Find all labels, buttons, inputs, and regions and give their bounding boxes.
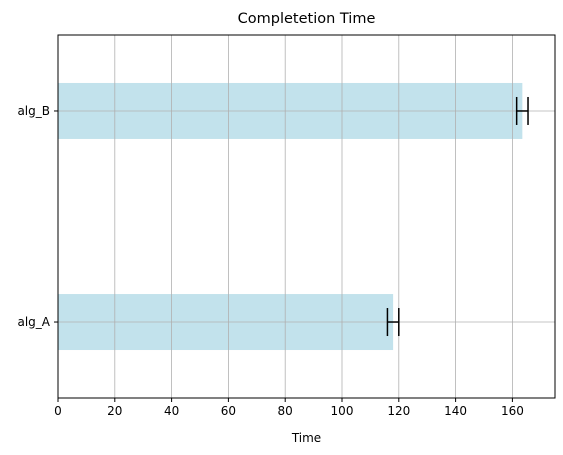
- bars: [58, 82, 523, 351]
- error-bars: [386, 96, 529, 337]
- grid: [57, 35, 555, 398]
- x-tick-label: 120: [387, 404, 410, 418]
- x-tick-label: 40: [164, 404, 179, 418]
- plot-frame: [57, 34, 556, 399]
- y-axis: alg_A alg_B: [17, 104, 58, 329]
- y-tick-label: alg_B: [17, 104, 50, 118]
- x-axis-label: Time: [291, 431, 321, 445]
- x-tick-label: 140: [444, 404, 467, 418]
- chart-title: Completetion Time: [238, 11, 376, 27]
- x-tick-label: 20: [107, 404, 122, 418]
- x-tick-label: 60: [221, 404, 236, 418]
- y-tick-label: alg_A: [17, 315, 50, 329]
- x-tick-label: 160: [501, 404, 524, 418]
- x-tick-label: 100: [331, 404, 354, 418]
- x-tick-label: 80: [278, 404, 293, 418]
- x-axis: 0 20 40 60 80 100 120 140 160: [54, 398, 524, 418]
- x-tick-label: 0: [54, 404, 62, 418]
